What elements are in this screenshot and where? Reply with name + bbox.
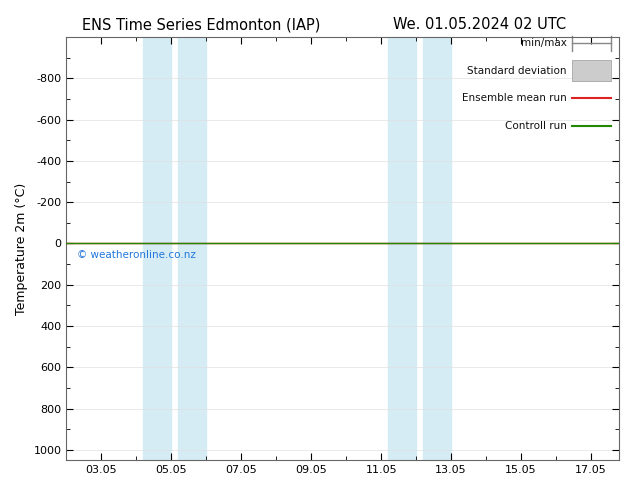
Bar	[178, 37, 206, 460]
Bar	[143, 37, 171, 460]
Bar	[572, 60, 611, 81]
Text: Standard deviation: Standard deviation	[467, 66, 567, 76]
Bar	[388, 37, 416, 460]
Text: We. 01.05.2024 02 UTC: We. 01.05.2024 02 UTC	[393, 17, 566, 32]
Text: Controll run: Controll run	[505, 121, 567, 131]
Text: Ensemble mean run: Ensemble mean run	[462, 94, 567, 103]
Text: min/max: min/max	[521, 38, 567, 49]
Y-axis label: Temperature 2m (°C): Temperature 2m (°C)	[15, 182, 28, 315]
Text: © weatheronline.co.nz: © weatheronline.co.nz	[77, 250, 197, 260]
Text: ENS Time Series Edmonton (IAP): ENS Time Series Edmonton (IAP)	[82, 17, 321, 32]
Bar	[423, 37, 451, 460]
